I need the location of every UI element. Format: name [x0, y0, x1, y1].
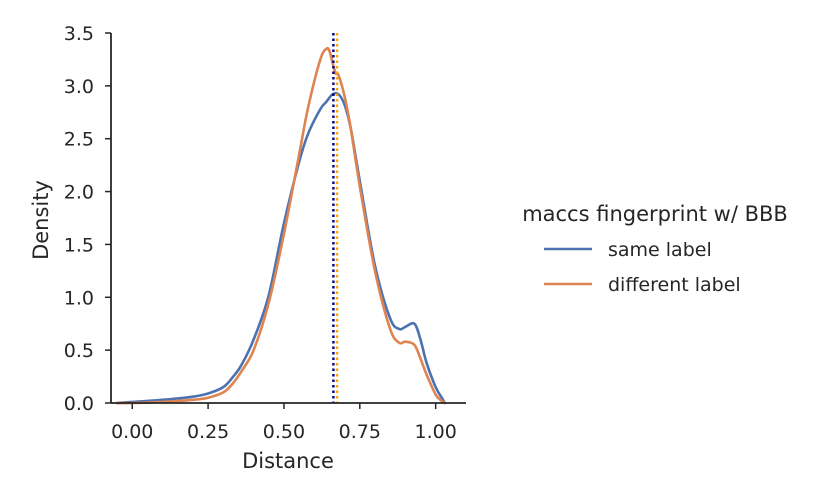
- legend-title: maccs fingerprint w/ BBB: [522, 202, 788, 226]
- y-tick-label: 1.5: [64, 234, 94, 256]
- x-tick-label: 0.25: [187, 421, 229, 443]
- y-tick-label: 3.5: [64, 23, 94, 45]
- y-tick-label: 0.0: [64, 393, 94, 415]
- y-tick-label: 1.0: [64, 287, 94, 309]
- y-axis-label: Density: [29, 180, 53, 260]
- y-tick-label: 0.5: [64, 340, 94, 362]
- x-ticks: 0.00 0.25 0.50 0.75 1.00: [111, 403, 457, 443]
- series-layer: [115, 46, 447, 405]
- x-tick-label: 1.00: [415, 421, 457, 443]
- legend: maccs fingerprint w/ BBB same label diffe…: [522, 202, 788, 296]
- legend-label-same-label: same label: [608, 239, 712, 261]
- x-tick-label: 0.00: [111, 421, 153, 443]
- x-tick-label: 0.50: [263, 421, 305, 443]
- y-ticks: 0.0 0.5 1.0 1.5 2.0 2.5 3.0 3.5: [64, 23, 111, 415]
- plot-area: 0.00 0.25 0.50 0.75 1.00 0.0 0.5 1.0 1.5 2.0 2.5 3…: [64, 23, 466, 443]
- legend-label-different-label: different label: [608, 274, 741, 296]
- reference-lines: [332, 33, 339, 403]
- legend-entries: same label different label: [544, 239, 741, 296]
- series-line-different-label: [115, 46, 447, 405]
- y-tick-label: 2.5: [64, 129, 94, 151]
- series-line-same-label: [115, 91, 447, 405]
- x-tick-label: 0.75: [339, 421, 381, 443]
- y-tick-label: 3.0: [64, 76, 94, 98]
- y-tick-label: 2.0: [64, 182, 94, 204]
- x-axis-label: Distance: [242, 449, 334, 473]
